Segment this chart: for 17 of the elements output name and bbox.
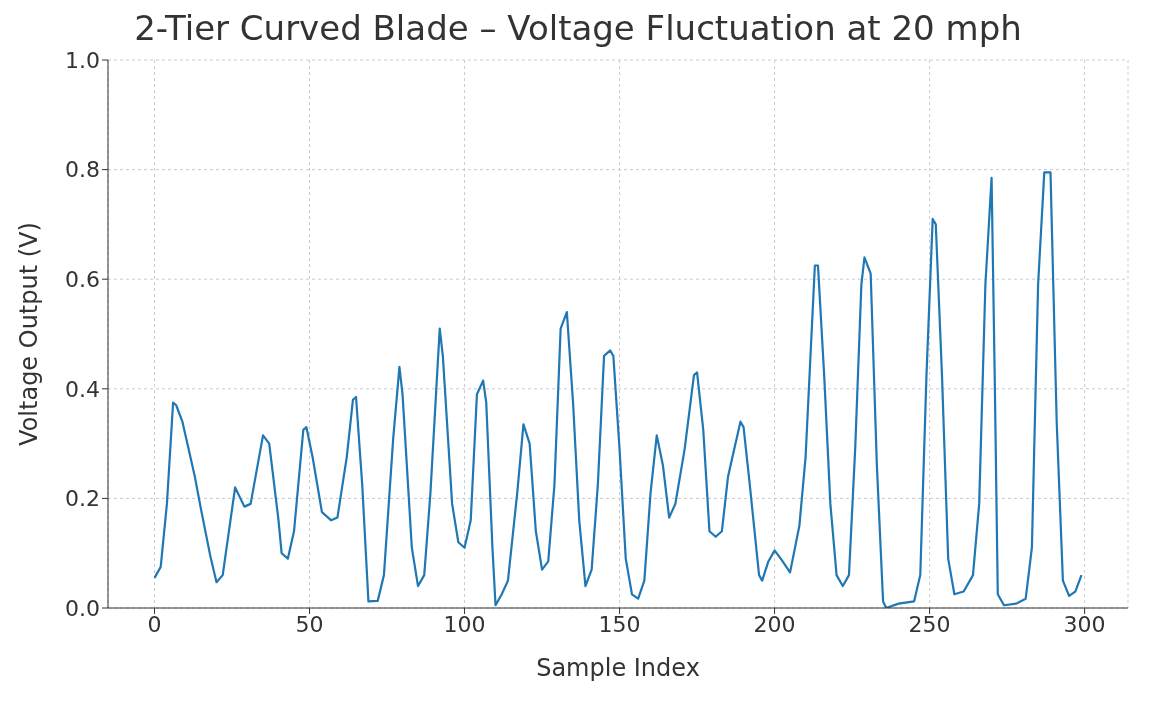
y-tick-label: 0.2 xyxy=(65,486,100,512)
x-tick-label: 100 xyxy=(443,611,486,637)
y-tick-label: 1.0 xyxy=(65,47,100,73)
y-tick-label: 0.4 xyxy=(65,376,100,402)
y-tick-label: 0.6 xyxy=(65,267,100,293)
x-tick-label: 50 xyxy=(295,611,324,637)
x-tick-label: 200 xyxy=(753,611,796,637)
x-tick-label: 300 xyxy=(1063,611,1106,637)
x-tick-label: 0 xyxy=(147,611,162,637)
x-axis-title: Sample Index xyxy=(536,654,700,682)
x-tick-label: 250 xyxy=(908,611,951,637)
y-axis-title: Voltage Output (V) xyxy=(14,222,43,446)
x-tick-label: 150 xyxy=(598,611,641,637)
y-tick-label: 0.0 xyxy=(65,595,100,621)
line-series xyxy=(153,171,1083,608)
chart-title: 2-Tier Curved Blade – Voltage Fluctuation at 20 mph xyxy=(133,8,1023,48)
y-tick-label: 0.8 xyxy=(65,157,100,183)
